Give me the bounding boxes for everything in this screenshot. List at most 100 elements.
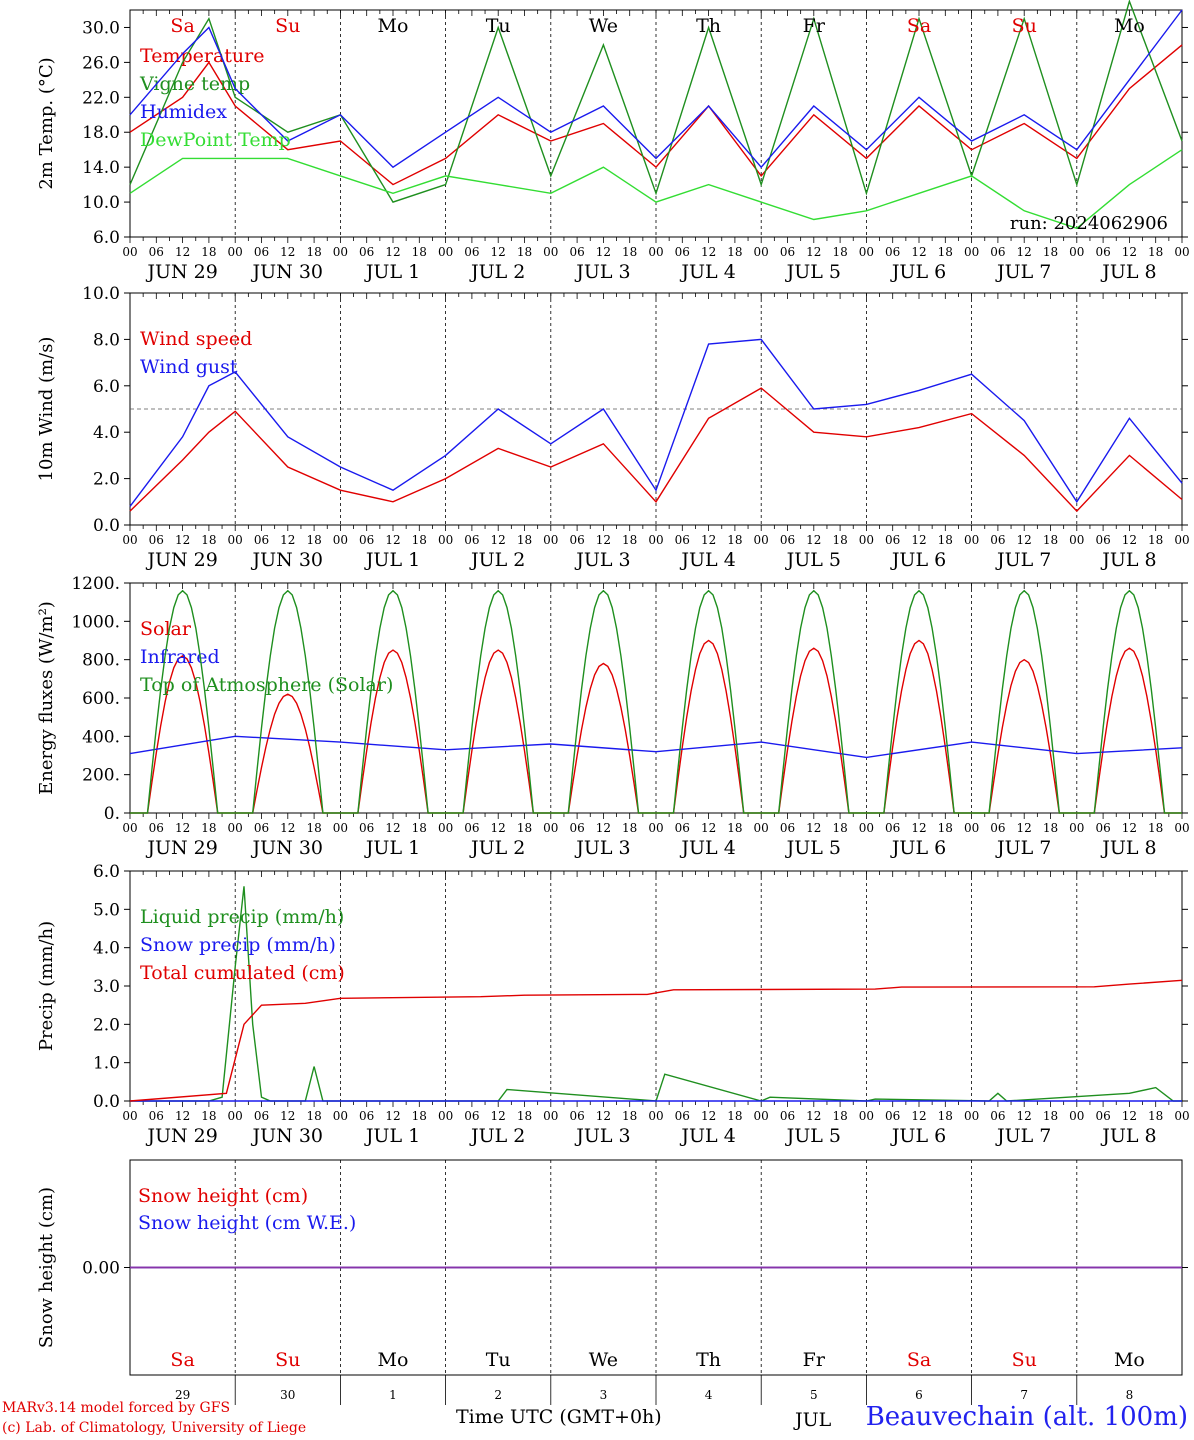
hour-tick-label: 06 [780,821,795,835]
day-label: JUN 30 [251,837,323,859]
hour-tick-label: 00 [333,821,348,835]
weekday-label: Mo [378,15,409,37]
hour-tick-label: 18 [727,245,742,259]
hour-tick-label: 00 [438,1109,453,1123]
hour-tick-label: 12 [491,821,506,835]
day-label: JUL 8 [1100,1125,1156,1147]
y-tick-label: 0. [104,804,120,824]
hour-tick-label: 12 [806,821,821,835]
day-label: JUL 8 [1100,549,1156,571]
y-axis-label: 2m Temp. (°C) [36,57,57,189]
x-axis-label: Time UTC (GMT+0h) [456,1406,662,1428]
y-tick-label: 200. [82,766,120,786]
hour-tick-label: 18 [412,821,427,835]
day-label: JUN 30 [251,1125,323,1147]
hour-tick-label: 00 [648,821,663,835]
y-tick-label: 18.0 [82,123,120,143]
y-tick-label: 14.0 [82,158,120,178]
weekday-label: We [589,1349,618,1371]
hour-tick-label: 00 [754,821,769,835]
hour-tick-label: 18 [938,1109,953,1123]
lab-credit: (c) Lab. of Climatology, University of L… [2,1420,307,1436]
hour-tick-label: 12 [280,821,295,835]
legend-entry: Liquid precip (mm/h) [140,906,344,928]
legend-entry: Temperature [140,45,264,67]
hour-tick-label: 06 [149,821,164,835]
day-label: JUL 4 [679,837,735,859]
hour-tick-label: 00 [1174,245,1189,259]
hour-tick-label: 00 [754,533,769,547]
legend-entry: Humidex [140,101,227,123]
day-label: JUL 5 [785,549,841,571]
y-tick-label: 1200. [71,574,120,594]
day-label: JUN 29 [145,1125,217,1147]
hour-tick-label: 18 [306,245,321,259]
weekday-label: Th [696,15,721,37]
hour-tick-label: 18 [517,533,532,547]
hour-tick-label: 06 [675,533,690,547]
legend-entry: Snow height (cm W.E.) [138,1212,356,1234]
legend-entry: Solar [140,618,192,640]
hour-tick-label: 00 [228,245,243,259]
series-precip-0 [130,886,1182,1102]
y-tick-label: 22.0 [82,88,120,108]
bottom-day-number: 5 [810,1388,818,1402]
bottom-day-number: 30 [280,1388,295,1402]
day-label: JUL 7 [995,261,1051,283]
hour-tick-label: 00 [122,533,137,547]
hour-tick-label: 00 [1069,245,1084,259]
hour-tick-label: 06 [359,245,374,259]
hour-tick-label: 06 [464,1109,479,1123]
hour-tick-label: 18 [1043,533,1058,547]
hour-tick-label: 06 [1095,533,1110,547]
hour-tick-label: 12 [911,245,926,259]
hour-tick-label: 18 [938,533,953,547]
series-temp-3 [129,149,1183,230]
hour-tick-label: 12 [596,533,611,547]
weekday-label: Sa [170,1349,194,1371]
hour-tick-label: 06 [149,533,164,547]
hour-tick-label: 00 [859,821,874,835]
legend-entry: Wind speed [140,328,252,350]
hour-tick-label: 00 [648,1109,663,1123]
hour-tick-label: 12 [280,1109,295,1123]
day-label: JUL 1 [364,261,420,283]
hour-tick-label: 12 [1122,533,1137,547]
hour-tick-label: 12 [911,533,926,547]
hour-tick-label: 18 [517,1109,532,1123]
hour-tick-label: 06 [990,821,1005,835]
weekday-label: Mo [1114,1349,1145,1371]
hour-tick-label: 12 [175,533,190,547]
y-tick-label: 400. [82,727,120,747]
day-label: JUL 3 [574,549,630,571]
hour-tick-label: 18 [1043,245,1058,259]
day-label: JUL 3 [574,1125,630,1147]
hour-tick-label: 12 [175,821,190,835]
weekday-label: Su [275,1349,300,1371]
hour-tick-label: 18 [622,245,637,259]
hour-tick-label: 06 [569,245,584,259]
hour-tick-label: 06 [149,1109,164,1123]
y-axis-label: Precip (mm/h) [36,921,57,1051]
hour-tick-label: 06 [885,1109,900,1123]
hour-tick-label: 06 [569,533,584,547]
legend-entry: Top of Atmosphere (Solar) [140,674,393,696]
weekday-label: Sa [170,15,194,37]
y-tick-label: 0.00 [82,1259,120,1279]
day-label: JUL 6 [890,1125,946,1147]
hour-tick-label: 00 [543,533,558,547]
day-label: JUL 6 [890,261,946,283]
series-wind-0 [129,387,1183,513]
y-tick-label: 5.0 [93,900,120,920]
hour-tick-label: 12 [596,245,611,259]
hour-tick-label: 18 [727,1109,742,1123]
legend-entry: Vigne temp [139,73,250,95]
hour-tick-label: 06 [1095,1109,1110,1123]
hour-tick-label: 00 [1174,533,1189,547]
day-label: JUL 8 [1100,837,1156,859]
hour-tick-label: 18 [1043,821,1058,835]
weekday-label: Mo [378,1349,409,1371]
hour-tick-label: 18 [1148,245,1163,259]
hour-tick-label: 12 [1122,245,1137,259]
day-label: JUL 7 [995,549,1051,571]
